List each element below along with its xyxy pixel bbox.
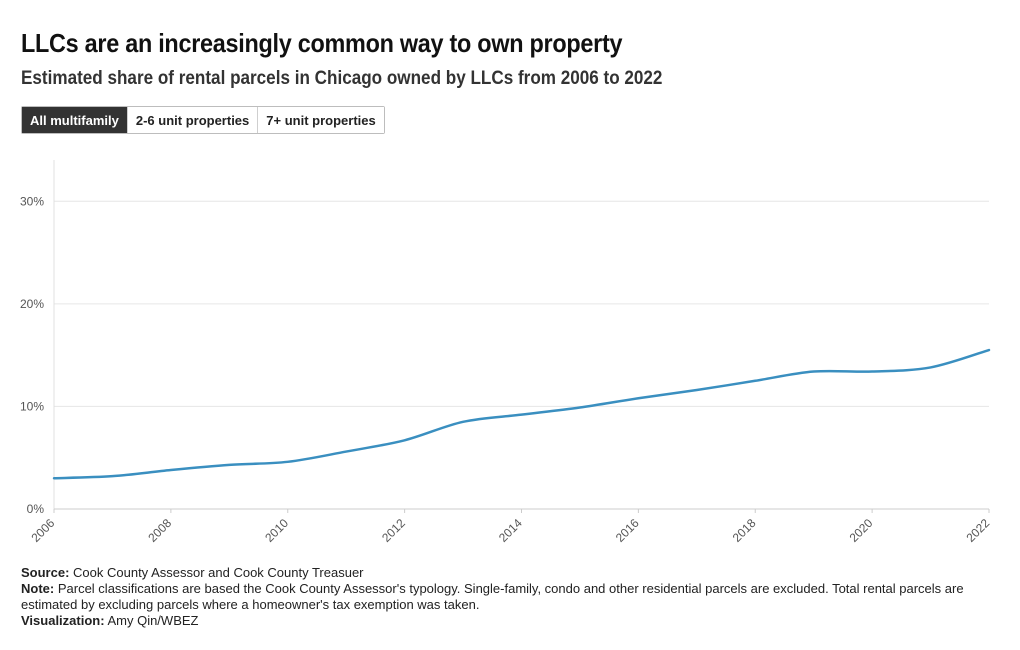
chart-subtitle: Estimated share of rental parcels in Chi… xyxy=(21,68,663,89)
data-point xyxy=(694,387,700,393)
line-chart: 0% 10% 20% 30% 2006 2008 2010 2012 2014 2016 2018 2… xyxy=(20,160,993,545)
data-point xyxy=(285,459,291,465)
viz-text: Amy Qin/WBEZ xyxy=(107,613,199,628)
chart-title: LLCs are an increasingly common way to o… xyxy=(21,28,623,58)
note-line: Note: Parcel classifications are based t… xyxy=(21,581,1001,613)
source-label: Source: xyxy=(21,565,70,580)
source-line: Source: Cook County Assessor and Cook Co… xyxy=(21,565,1001,581)
tab-2-6-unit[interactable]: 2-6 unit properties xyxy=(127,107,259,133)
data-point xyxy=(928,364,934,370)
data-point xyxy=(811,369,817,375)
tab-7-plus-unit[interactable]: 7+ unit properties xyxy=(258,107,384,133)
data-point xyxy=(577,404,583,410)
note-label: Note: xyxy=(21,581,55,596)
y-tick-label: 30% xyxy=(20,194,44,208)
x-tick-label: 2022 xyxy=(964,516,993,545)
data-point xyxy=(226,462,232,468)
chart-footer: Source: Cook County Assessor and Cook Co… xyxy=(21,565,1001,629)
data-point xyxy=(109,473,115,479)
data-point xyxy=(402,437,408,443)
x-tick-label: 2016 xyxy=(613,516,642,545)
y-tick-label: 20% xyxy=(20,297,44,311)
x-tick-label: 2006 xyxy=(29,516,58,545)
data-point xyxy=(343,449,349,455)
data-point xyxy=(986,347,992,353)
data-point xyxy=(519,412,525,418)
x-tick-label: 2010 xyxy=(262,516,291,545)
viz-label: Visualization: xyxy=(21,613,105,628)
note-text: Parcel classifications are based the Coo… xyxy=(21,581,964,612)
data-point xyxy=(168,467,174,473)
y-tick-label: 10% xyxy=(20,399,44,413)
data-point xyxy=(635,395,641,401)
data-point xyxy=(460,419,466,425)
viz-line: Visualization: Amy Qin/WBEZ xyxy=(21,613,1001,629)
x-tick-label: 2008 xyxy=(145,516,174,545)
x-tick-label: 2018 xyxy=(730,516,759,545)
data-point xyxy=(752,378,758,384)
category-tabs: All multifamily 2-6 unit properties 7+ u… xyxy=(21,106,385,134)
x-tick-label: 2012 xyxy=(379,516,408,545)
source-text: Cook County Assessor and Cook County Tre… xyxy=(73,565,364,580)
x-tick-label: 2014 xyxy=(496,516,525,545)
y-tick-label: 0% xyxy=(27,502,45,516)
tab-all-multifamily[interactable]: All multifamily xyxy=(22,107,128,133)
x-tick-label: 2020 xyxy=(847,516,876,545)
series-line xyxy=(52,348,991,480)
data-point xyxy=(51,475,57,481)
data-point xyxy=(869,369,875,375)
